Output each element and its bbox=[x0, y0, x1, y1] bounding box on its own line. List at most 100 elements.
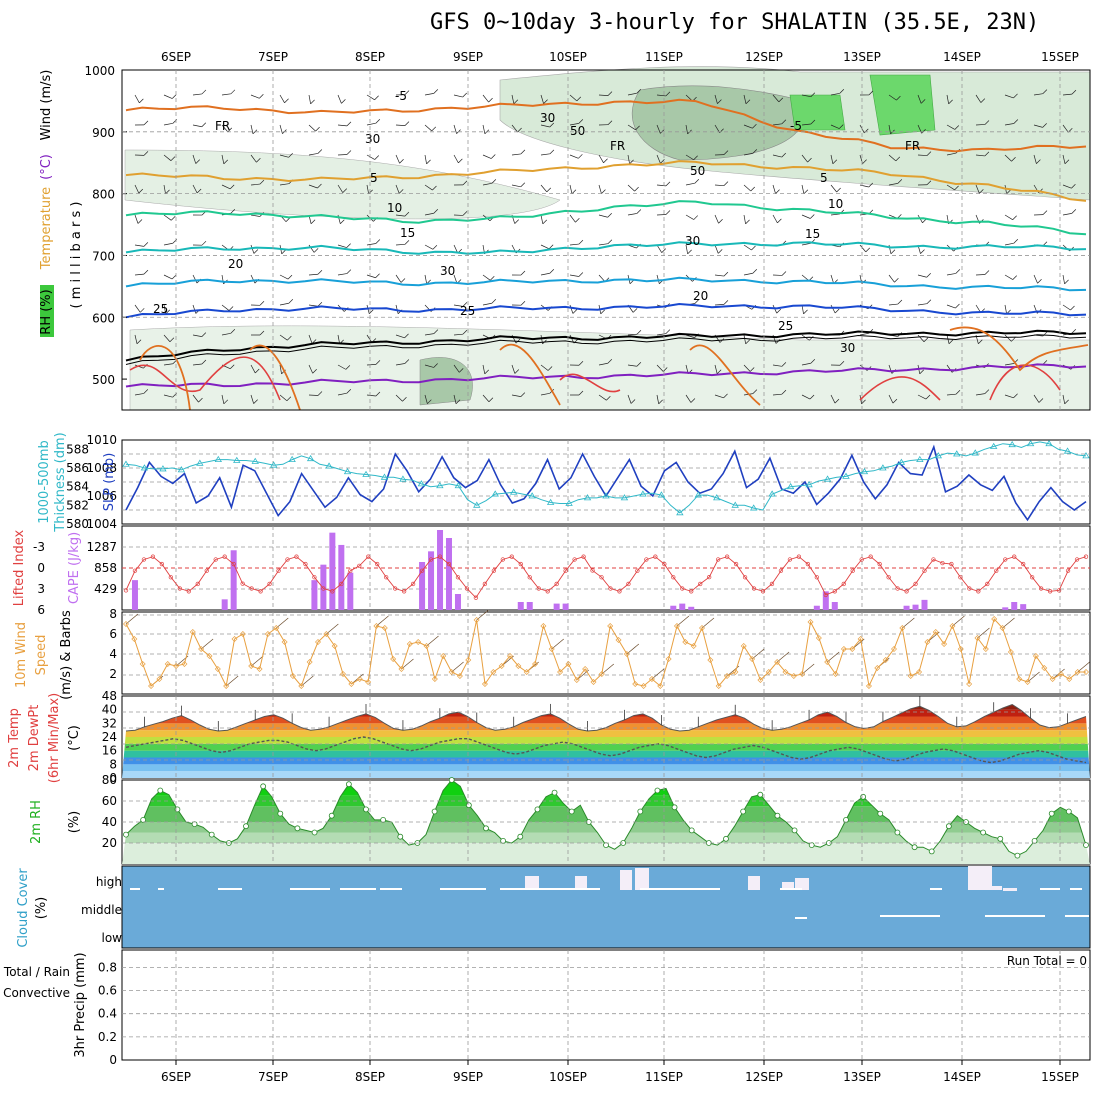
thickness-marker bbox=[509, 488, 518, 495]
wind-barb bbox=[772, 123, 782, 126]
pressure-tick: 700 bbox=[92, 249, 115, 263]
date-label-bottom: 6SEP bbox=[161, 1070, 191, 1084]
wind-speed-marker bbox=[765, 669, 772, 675]
wind-barb bbox=[1004, 334, 1012, 342]
wind-barb-flag bbox=[634, 186, 639, 192]
li-marker bbox=[195, 581, 200, 587]
wind-barb bbox=[569, 304, 574, 314]
li-marker bbox=[868, 554, 873, 559]
cloud-high-bar bbox=[968, 866, 992, 890]
wind-barb-flag bbox=[404, 359, 410, 364]
wind-barb-flag bbox=[1038, 398, 1044, 403]
wind-barb-flag bbox=[781, 119, 787, 125]
wind-barb bbox=[250, 274, 256, 284]
li-marker bbox=[267, 581, 272, 587]
wind-barb bbox=[975, 94, 982, 103]
wind-barb-flag bbox=[462, 92, 468, 98]
thickness-marker bbox=[214, 455, 223, 462]
thickness-marker bbox=[989, 442, 998, 449]
wind-barb bbox=[1062, 184, 1072, 189]
thickness-tick: 582 bbox=[66, 498, 89, 512]
wind-barb bbox=[714, 214, 719, 224]
li-marker bbox=[276, 568, 281, 573]
wind-barb bbox=[163, 184, 166, 194]
wind-barb bbox=[743, 272, 753, 276]
li-marker bbox=[123, 588, 129, 593]
wind-barb bbox=[424, 212, 434, 216]
cape-bar bbox=[1020, 604, 1027, 610]
wind-barb bbox=[656, 154, 661, 164]
wind-barb bbox=[395, 243, 406, 246]
wind-barb bbox=[395, 334, 405, 339]
wind-barb-flag bbox=[810, 359, 816, 364]
wind-barb-flag bbox=[751, 245, 756, 251]
thickness-marker bbox=[565, 499, 573, 506]
wind-barb-10m bbox=[1077, 661, 1090, 673]
thickness-marker bbox=[620, 494, 629, 501]
wind-barb bbox=[163, 334, 171, 343]
wind-speed-marker bbox=[289, 673, 296, 679]
rh-marker bbox=[568, 808, 575, 815]
wind-barb bbox=[221, 184, 231, 190]
temperature-contour bbox=[125, 363, 1087, 388]
cape-tick: 858 bbox=[94, 561, 117, 575]
wind-barb-flag bbox=[432, 245, 438, 250]
wind-barb-flag bbox=[693, 155, 698, 160]
li-marker bbox=[985, 581, 990, 587]
li-marker bbox=[231, 561, 236, 567]
wind-barb bbox=[540, 214, 544, 224]
date-label-bottom: 7SEP bbox=[258, 1070, 288, 1084]
wind-barb-flag bbox=[926, 273, 931, 278]
wind-barb-flag bbox=[229, 184, 235, 190]
wind-speed-marker bbox=[189, 629, 196, 635]
li-marker bbox=[859, 557, 864, 562]
wind-barb-flag bbox=[606, 395, 611, 401]
wind-barb-10m bbox=[626, 643, 640, 655]
wind-barb-flag bbox=[317, 302, 323, 307]
wind-barb-flag bbox=[862, 159, 867, 164]
cape-axis-label: CAPE (J/kg) bbox=[67, 532, 82, 604]
thickness-line bbox=[125, 441, 1087, 514]
thickness-marker bbox=[159, 465, 167, 472]
wind-barb-flag bbox=[404, 211, 410, 217]
wind-barb-flag bbox=[375, 118, 381, 124]
temperature-contour bbox=[125, 276, 1087, 292]
wind-barb-flag bbox=[252, 129, 258, 135]
wind-barb-flag bbox=[287, 274, 293, 280]
wind-barb bbox=[279, 394, 288, 402]
wind-barb bbox=[743, 334, 747, 344]
wind-barb bbox=[134, 244, 144, 247]
wind-speed-marker bbox=[657, 683, 664, 689]
wind-barb bbox=[743, 214, 746, 224]
wind-barb-flag bbox=[665, 210, 671, 215]
wind-barb-flag bbox=[229, 364, 235, 369]
wind-speed-marker bbox=[932, 629, 939, 635]
wind-barb-flag bbox=[138, 188, 144, 194]
wind-speed-marker bbox=[832, 671, 839, 677]
wind-barb-flag bbox=[809, 336, 814, 341]
wind-barb bbox=[279, 334, 288, 341]
wind-barb bbox=[685, 394, 692, 403]
cape-bar bbox=[221, 599, 228, 610]
li-marker bbox=[769, 581, 775, 587]
wind-speed-marker bbox=[899, 625, 906, 631]
temp-contour-35 bbox=[129, 356, 1061, 401]
wind-barb bbox=[279, 124, 283, 134]
li-marker bbox=[464, 586, 470, 591]
wind-barb bbox=[221, 394, 225, 404]
wind-speed-marker bbox=[507, 653, 513, 659]
wind-barb-flag bbox=[513, 99, 519, 105]
wind-barb-10m bbox=[601, 663, 615, 675]
wind-barb bbox=[975, 154, 985, 157]
wind-barb bbox=[366, 94, 375, 101]
wind-speed-marker bbox=[857, 636, 864, 642]
wind-barb-flag bbox=[317, 149, 323, 154]
cape-bar bbox=[1002, 607, 1009, 610]
wind-axis-sublabel-2: (m/s) & Barbs bbox=[59, 610, 74, 700]
wind-barb-flag bbox=[571, 189, 577, 195]
wind-barb-flag bbox=[281, 249, 286, 255]
li-marker bbox=[518, 561, 523, 567]
thickness-marker bbox=[934, 452, 943, 459]
thickness-marker bbox=[713, 494, 721, 501]
wind-barb-flag bbox=[838, 124, 844, 129]
